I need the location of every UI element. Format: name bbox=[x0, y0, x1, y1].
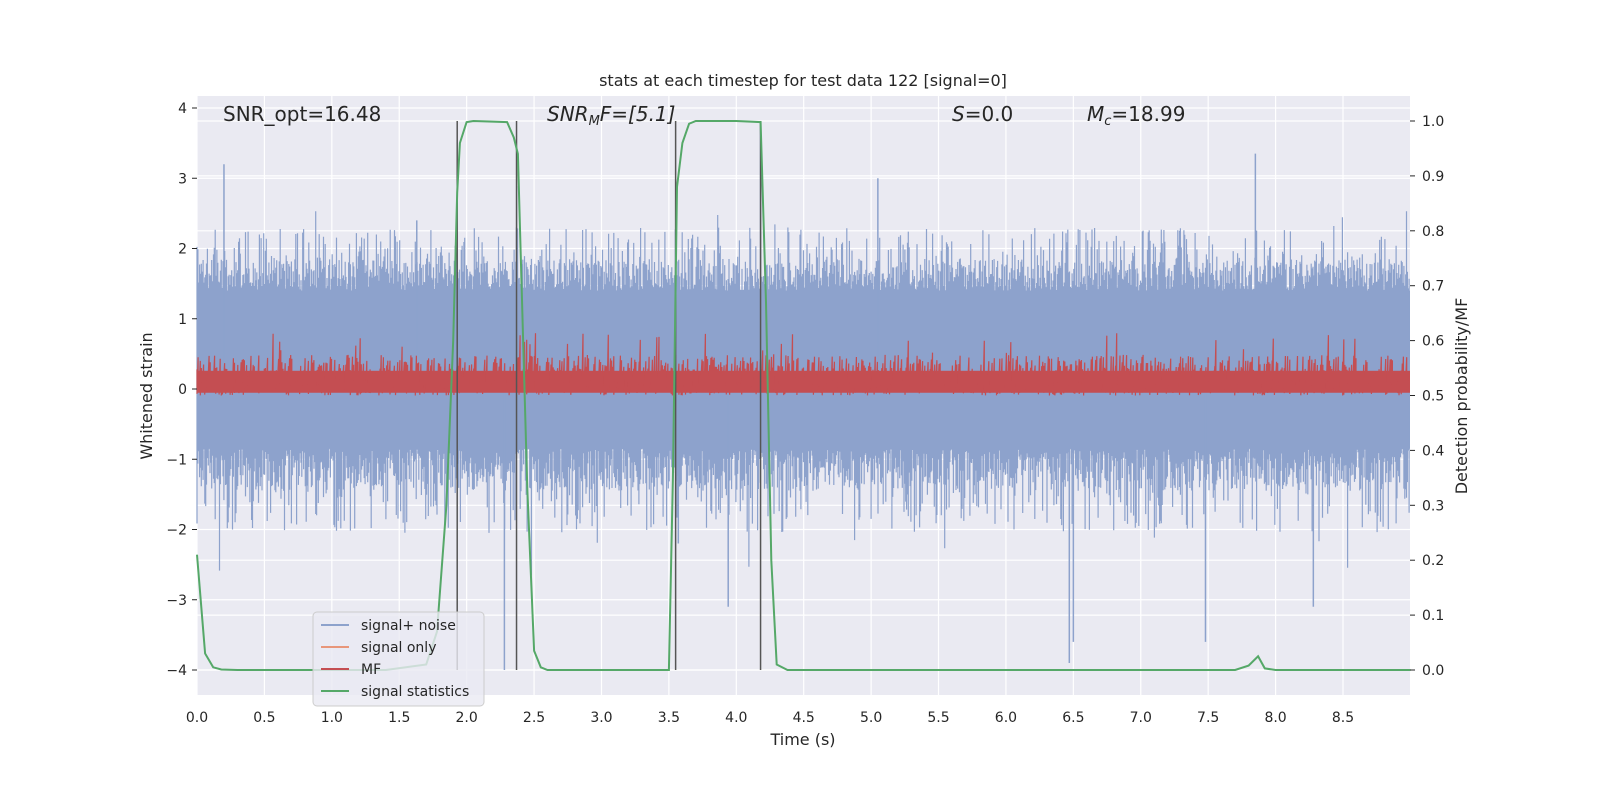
y2-tick-5: 0.5 bbox=[1422, 389, 1444, 405]
y-tick-4: 0 bbox=[178, 382, 187, 398]
x-tick-6: 3.0 bbox=[590, 710, 612, 726]
y2-tick-1: 0.1 bbox=[1422, 608, 1444, 624]
x-tick-3: 1.5 bbox=[388, 710, 410, 726]
y-tick-8: 4 bbox=[178, 101, 187, 117]
chart-title: stats at each timestep for test data 122… bbox=[599, 71, 1007, 90]
y-axis-label: Whitened strain bbox=[137, 332, 156, 459]
y2-tick-9: 0.9 bbox=[1422, 169, 1444, 185]
y-tick-7: 3 bbox=[178, 171, 187, 187]
legend-label-noise: signal+ noise bbox=[361, 618, 456, 634]
legend-box bbox=[312, 611, 485, 707]
y-tick-5: 1 bbox=[178, 312, 187, 328]
y2-tick-2: 0.2 bbox=[1422, 553, 1444, 569]
x-tick-17: 8.5 bbox=[1332, 710, 1354, 726]
y2-tick-0: 0.0 bbox=[1422, 663, 1444, 679]
x-tick-1: 0.5 bbox=[253, 710, 275, 726]
y2-tick-7: 0.7 bbox=[1422, 279, 1444, 295]
x-tick-7: 3.5 bbox=[658, 710, 680, 726]
y2-axis-label: Detection probability/MF bbox=[1452, 298, 1471, 495]
x-tick-13: 6.5 bbox=[1062, 710, 1084, 726]
annotation-snr-mf: SNRMF=[5.1] bbox=[547, 102, 675, 129]
mf-series bbox=[196, 333, 1410, 396]
legend-label-stats: signal statistics bbox=[361, 684, 469, 700]
x-tick-10: 5.0 bbox=[860, 710, 882, 726]
annotation-mc: Mc=18.99 bbox=[1087, 102, 1185, 129]
y2-tick-3: 0.3 bbox=[1422, 498, 1444, 514]
x-tick-16: 8.0 bbox=[1264, 710, 1286, 726]
legend-label-mf: MF bbox=[361, 662, 381, 678]
y-tick-2: −2 bbox=[166, 523, 187, 539]
y-tick-0: −4 bbox=[166, 663, 187, 679]
y2-tick-4: 0.4 bbox=[1422, 443, 1444, 459]
annotation-s: S=0.0 bbox=[952, 102, 1013, 126]
y2-axis-ticks: 0.0 0.1 0.2 0.3 0.4 0.5 0.6 0.7 0.8 0.9 1.0 bbox=[1410, 114, 1444, 679]
x-tick-2: 1.0 bbox=[321, 710, 343, 726]
x-tick-12: 6.0 bbox=[995, 710, 1017, 726]
legend-label-signal-only: signal only bbox=[361, 640, 436, 656]
mf-trace bbox=[196, 333, 1410, 396]
y-tick-6: 2 bbox=[178, 242, 187, 258]
x-axis-label: Time (s) bbox=[769, 730, 835, 749]
x-tick-15: 7.5 bbox=[1197, 710, 1219, 726]
y2-tick-6: 0.6 bbox=[1422, 334, 1444, 350]
y2-tick-8: 0.8 bbox=[1422, 224, 1444, 240]
y-tick-1: −3 bbox=[166, 593, 187, 609]
x-axis-ticks: 0.0 0.5 1.0 1.5 2.0 2.5 3.0 3.5 4.0 4.5 5.0 5.5 6.0 6… bbox=[186, 710, 1354, 726]
x-tick-9: 4.5 bbox=[793, 710, 815, 726]
y2-tick-10: 1.0 bbox=[1422, 114, 1444, 130]
annotation-snr-opt: SNR_opt=16.48 bbox=[223, 102, 381, 126]
y-tick-3: −1 bbox=[166, 452, 187, 468]
y-axis-ticks: −4 −3 −2 −1 0 1 2 3 4 bbox=[166, 101, 197, 679]
vertical-markers bbox=[456, 121, 762, 670]
x-tick-4: 2.0 bbox=[456, 710, 478, 726]
x-tick-14: 7.0 bbox=[1130, 710, 1152, 726]
x-tick-0: 0.0 bbox=[186, 710, 208, 726]
x-tick-5: 2.5 bbox=[523, 710, 545, 726]
x-tick-8: 4.0 bbox=[725, 710, 747, 726]
legend: signal+ noise signal only MF signal stat… bbox=[312, 611, 485, 707]
x-tick-11: 5.5 bbox=[927, 710, 949, 726]
